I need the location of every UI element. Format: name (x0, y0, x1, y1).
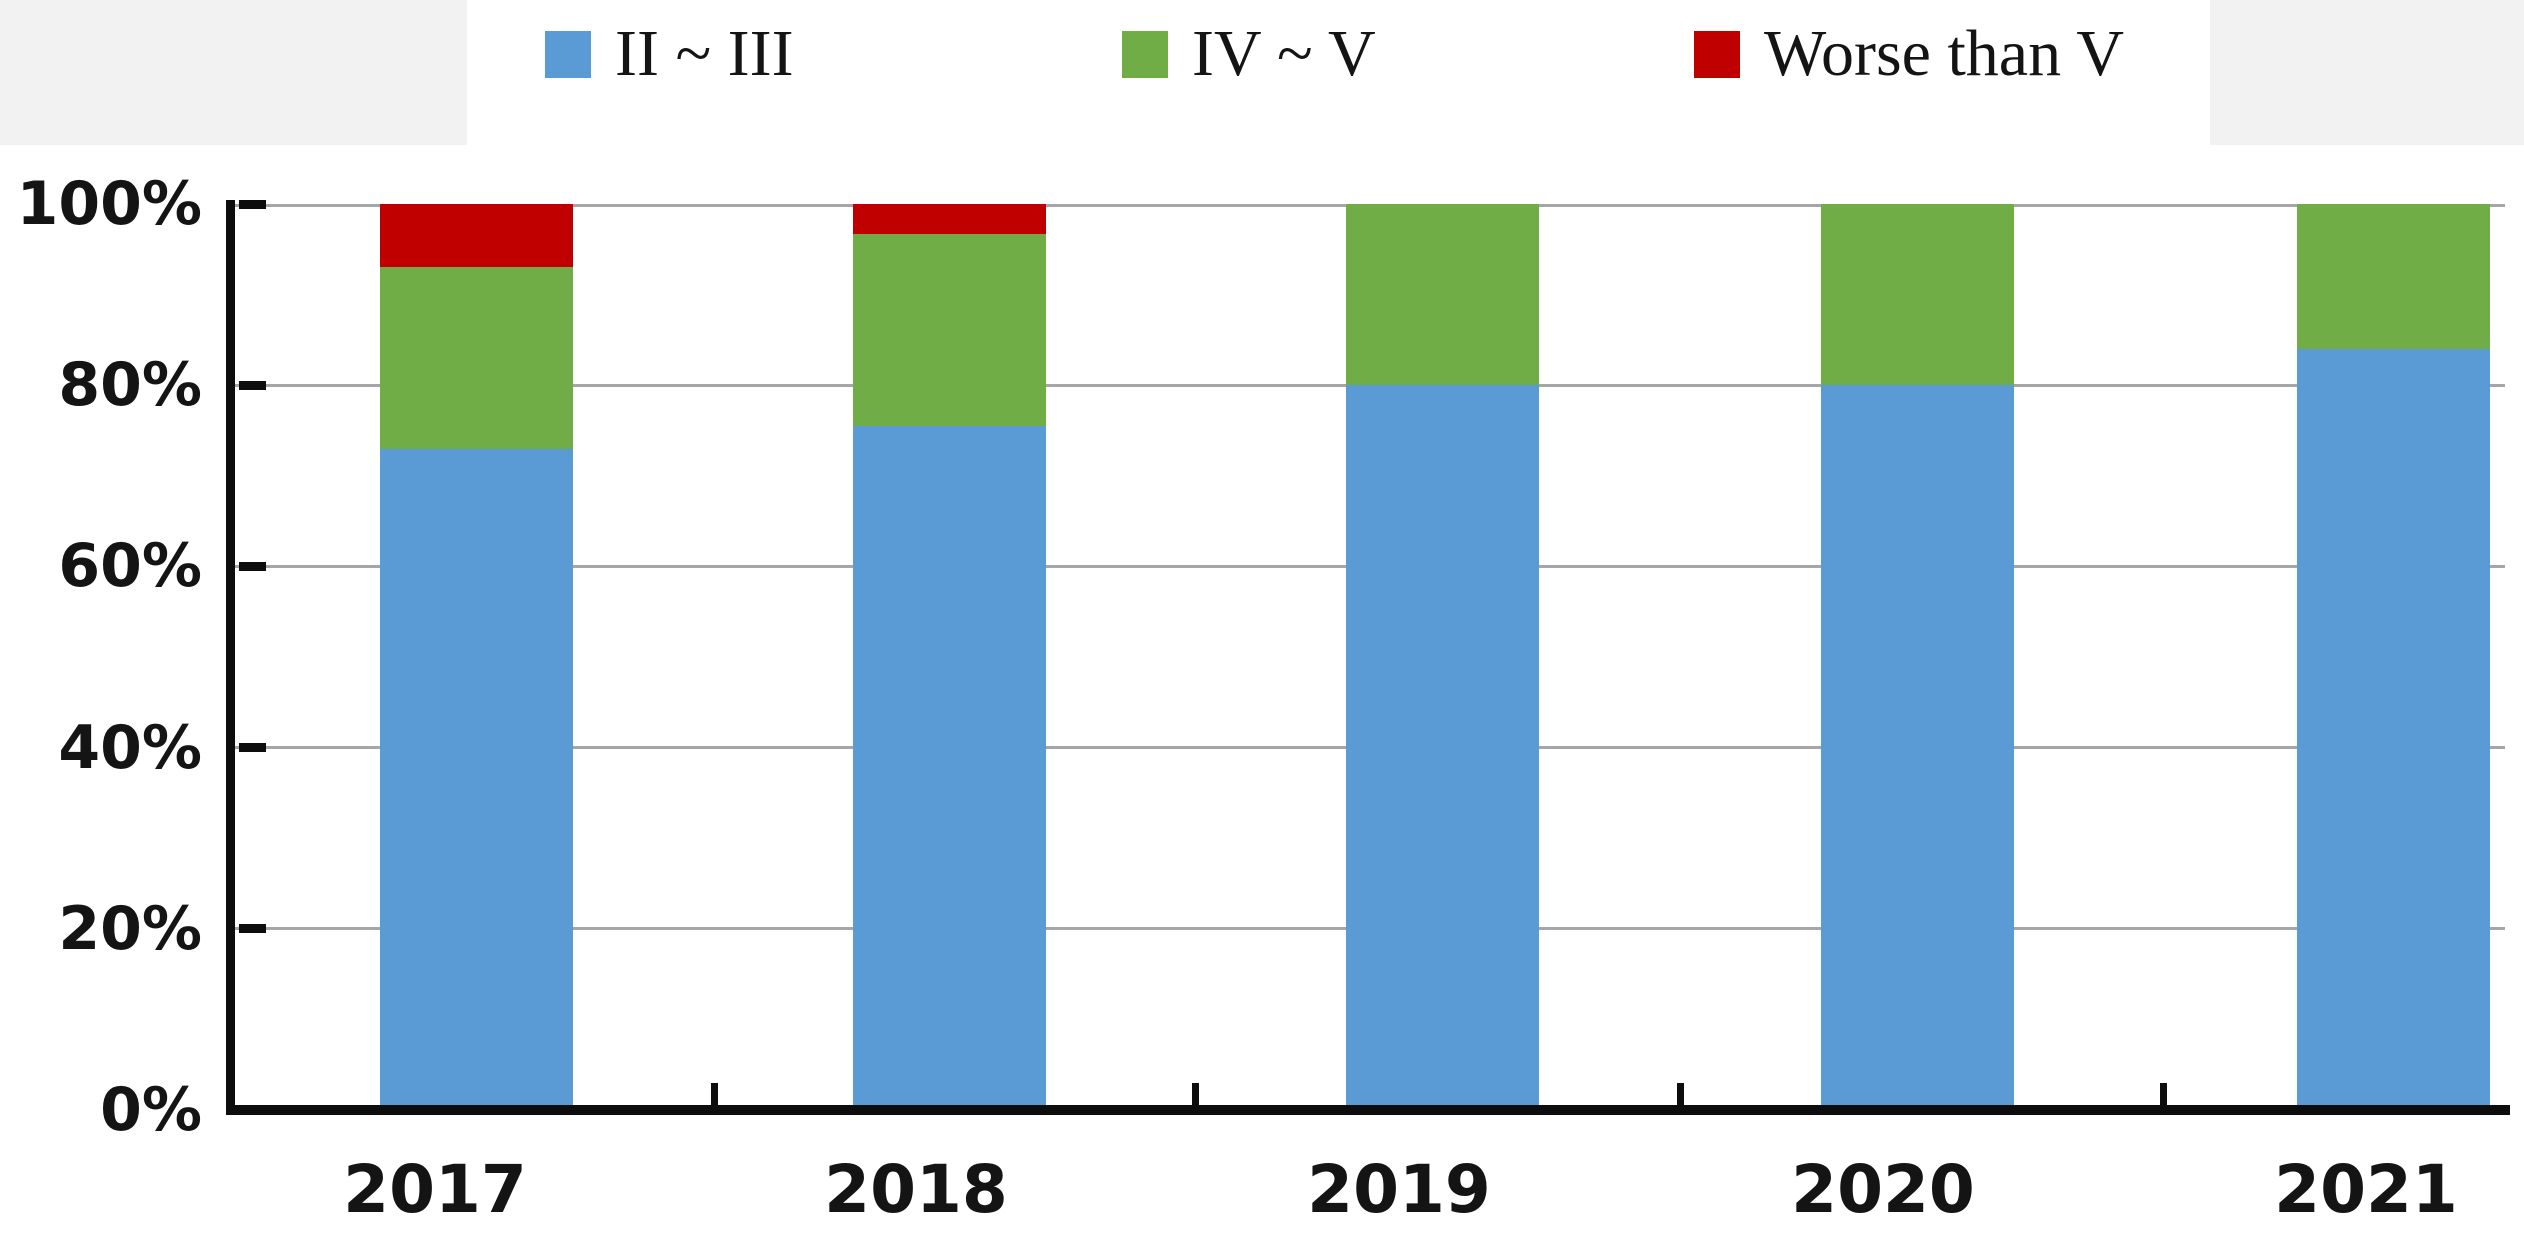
bar-segment (2297, 348, 2490, 1110)
bar-segment (2297, 204, 2490, 349)
y-axis-label-0: 0% (100, 1075, 202, 1145)
bar-segment (1821, 204, 2014, 386)
y-axis-tick (239, 380, 266, 390)
y-axis-line (226, 200, 235, 1114)
bar-2017 (380, 204, 573, 1110)
legend-label: Worse than V (1764, 17, 2125, 90)
x-axis-tick (1677, 1083, 1684, 1110)
legend-item: II ~ III (545, 14, 794, 94)
bar-segment (853, 233, 1046, 426)
y-axis-label-100: 100% (16, 169, 202, 239)
x-axis-label-2019: 2019 (1307, 1151, 1491, 1228)
plot-area (230, 199, 2505, 1110)
x-axis-label-2020: 2020 (1791, 1151, 1975, 1228)
legend-swatch-icon (1122, 30, 1168, 78)
bar-segment (380, 267, 573, 449)
bar-2018 (853, 204, 1046, 1110)
legend-label: II ~ III (615, 17, 794, 90)
legend-item: IV ~ V (1122, 14, 1376, 94)
legend-label: IV ~ V (1192, 17, 1376, 90)
legend-item: Worse than V (1694, 14, 2124, 94)
legend-swatch-icon (1694, 30, 1740, 78)
x-axis-label-2018: 2018 (824, 1151, 1008, 1228)
bar-segment (380, 204, 573, 268)
x-axis-tick (711, 1083, 718, 1110)
y-axis-tick (239, 561, 266, 571)
bar-2019 (1346, 204, 1539, 1110)
bar-2021 (2297, 204, 2490, 1110)
y-axis-tick (239, 199, 266, 209)
bar-segment (1821, 385, 2014, 1110)
x-axis-label-2021: 2021 (2274, 1151, 2458, 1228)
y-axis-label-40: 40% (58, 712, 202, 783)
y-axis-label-60: 60% (58, 531, 202, 602)
bar-segment (853, 425, 1046, 1110)
legend-background-patch (467, 0, 2210, 145)
x-axis-label-2017: 2017 (343, 1151, 527, 1228)
y-axis-label-20: 20% (58, 893, 202, 964)
y-axis-tick (239, 924, 266, 934)
y-axis-label-80: 80% (58, 350, 202, 421)
y-axis-tick (239, 743, 266, 753)
legend-swatch-icon (545, 30, 591, 78)
bar-segment (853, 204, 1046, 234)
bar-segment (380, 448, 573, 1110)
x-axis-tick (1192, 1083, 1199, 1110)
bar-segment (1346, 385, 1539, 1110)
top-strip-background (0, 0, 2524, 145)
bar-segment (1346, 204, 1539, 386)
x-axis-line (226, 1105, 2510, 1115)
bar-2020 (1821, 204, 2014, 1110)
x-axis-tick (2160, 1083, 2167, 1110)
